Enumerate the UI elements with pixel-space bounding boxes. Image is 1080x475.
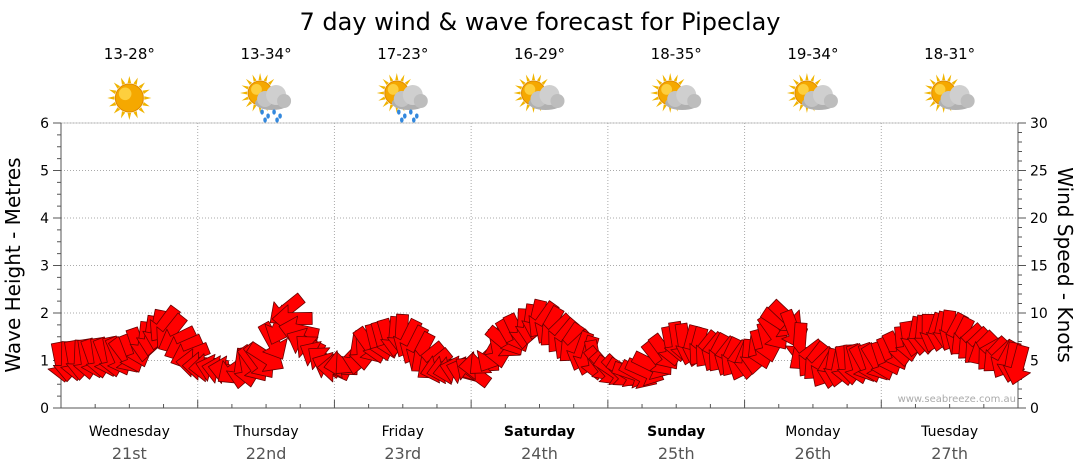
cloud-shape — [938, 85, 975, 110]
y-axis-label-right: Wind Speed - Knots — [1053, 167, 1077, 363]
y-axis-label-left: Wave Height - Metres — [1, 157, 25, 372]
cloud-shape — [665, 85, 702, 110]
day-column: 13-28° Wednesday 21st — [89, 45, 170, 463]
sun-cloud-icon — [513, 73, 565, 113]
y-tick-right: 25 — [1030, 164, 1048, 180]
y-tick-left: 3 — [40, 259, 49, 275]
cloud-shape — [255, 85, 292, 110]
day-name: Monday — [785, 424, 840, 440]
day-headers: 13-28° Wednesday 21st 13-34° Thursday 22nd 17-… — [89, 45, 978, 463]
chart-title: 7 day wind & wave forecast for Pipeclay — [299, 8, 780, 36]
cloud-shape — [528, 85, 565, 110]
sun-icon — [107, 76, 152, 120]
y-tick-right: 20 — [1030, 211, 1048, 227]
day-name: Wednesday — [89, 424, 170, 440]
y-tick-right: 10 — [1030, 306, 1048, 322]
cloud-shape — [801, 85, 838, 110]
y-tick-left: 2 — [40, 306, 49, 322]
day-temperature: 19-34° — [787, 45, 838, 63]
day-temperature: 18-35° — [651, 45, 702, 63]
y-tick-right: 15 — [1030, 259, 1048, 275]
sun-cloud-rain-icon — [376, 73, 428, 123]
day-temperature: 18-31° — [924, 45, 975, 63]
day-date: 25th — [658, 444, 695, 463]
rain-drops — [396, 109, 419, 123]
y-tick-left: 6 — [40, 116, 49, 132]
day-column: 16-29° Saturday 24th — [504, 45, 575, 463]
sun-cloud-icon — [923, 73, 975, 113]
sun-rays — [107, 76, 152, 120]
rain-drops — [260, 109, 282, 123]
day-temperature: 13-34° — [241, 45, 292, 63]
day-temperature: 17-23° — [377, 45, 428, 63]
day-date: 27th — [931, 444, 968, 463]
sun-cloud-icon — [786, 73, 838, 113]
y-tick-left: 0 — [40, 401, 49, 417]
watermark: www.seabreeze.com.au — [898, 394, 1016, 405]
day-temperature: 13-28° — [104, 45, 155, 63]
y-tick-right: 5 — [1030, 354, 1039, 370]
day-column: 17-23° Friday 23rd — [376, 45, 428, 463]
y-tick-left: 5 — [40, 164, 49, 180]
day-temperature: 16-29° — [514, 45, 565, 63]
day-column: 13-34° Thursday 22nd — [233, 45, 299, 463]
day-column: 19-34° Monday 26th — [785, 45, 840, 463]
wind-arrow — [1003, 344, 1031, 386]
sun-cloud-rain-icon — [240, 73, 292, 123]
y-tick-left: 4 — [40, 211, 49, 227]
cloud-shape — [391, 85, 428, 110]
day-date: 22nd — [246, 444, 287, 463]
day-date: 21st — [112, 444, 147, 463]
sun-cloud-icon — [650, 73, 702, 113]
y-tick-left: 1 — [40, 354, 49, 370]
day-name: Friday — [382, 424, 424, 440]
day-date: 24th — [521, 444, 558, 463]
day-name: Sunday — [647, 424, 705, 440]
day-name: Tuesday — [920, 424, 978, 440]
day-date: 23rd — [384, 444, 421, 463]
day-column: 18-31° Tuesday 27th — [920, 45, 978, 463]
wind-arrows — [47, 292, 1031, 390]
day-date: 26th — [795, 444, 832, 463]
y-tick-right: 30 — [1030, 116, 1048, 132]
day-name: Saturday — [504, 424, 575, 440]
y-tick-right: 0 — [1030, 401, 1039, 417]
day-name: Thursday — [233, 424, 299, 440]
day-column: 18-35° Sunday 25th — [647, 45, 705, 463]
